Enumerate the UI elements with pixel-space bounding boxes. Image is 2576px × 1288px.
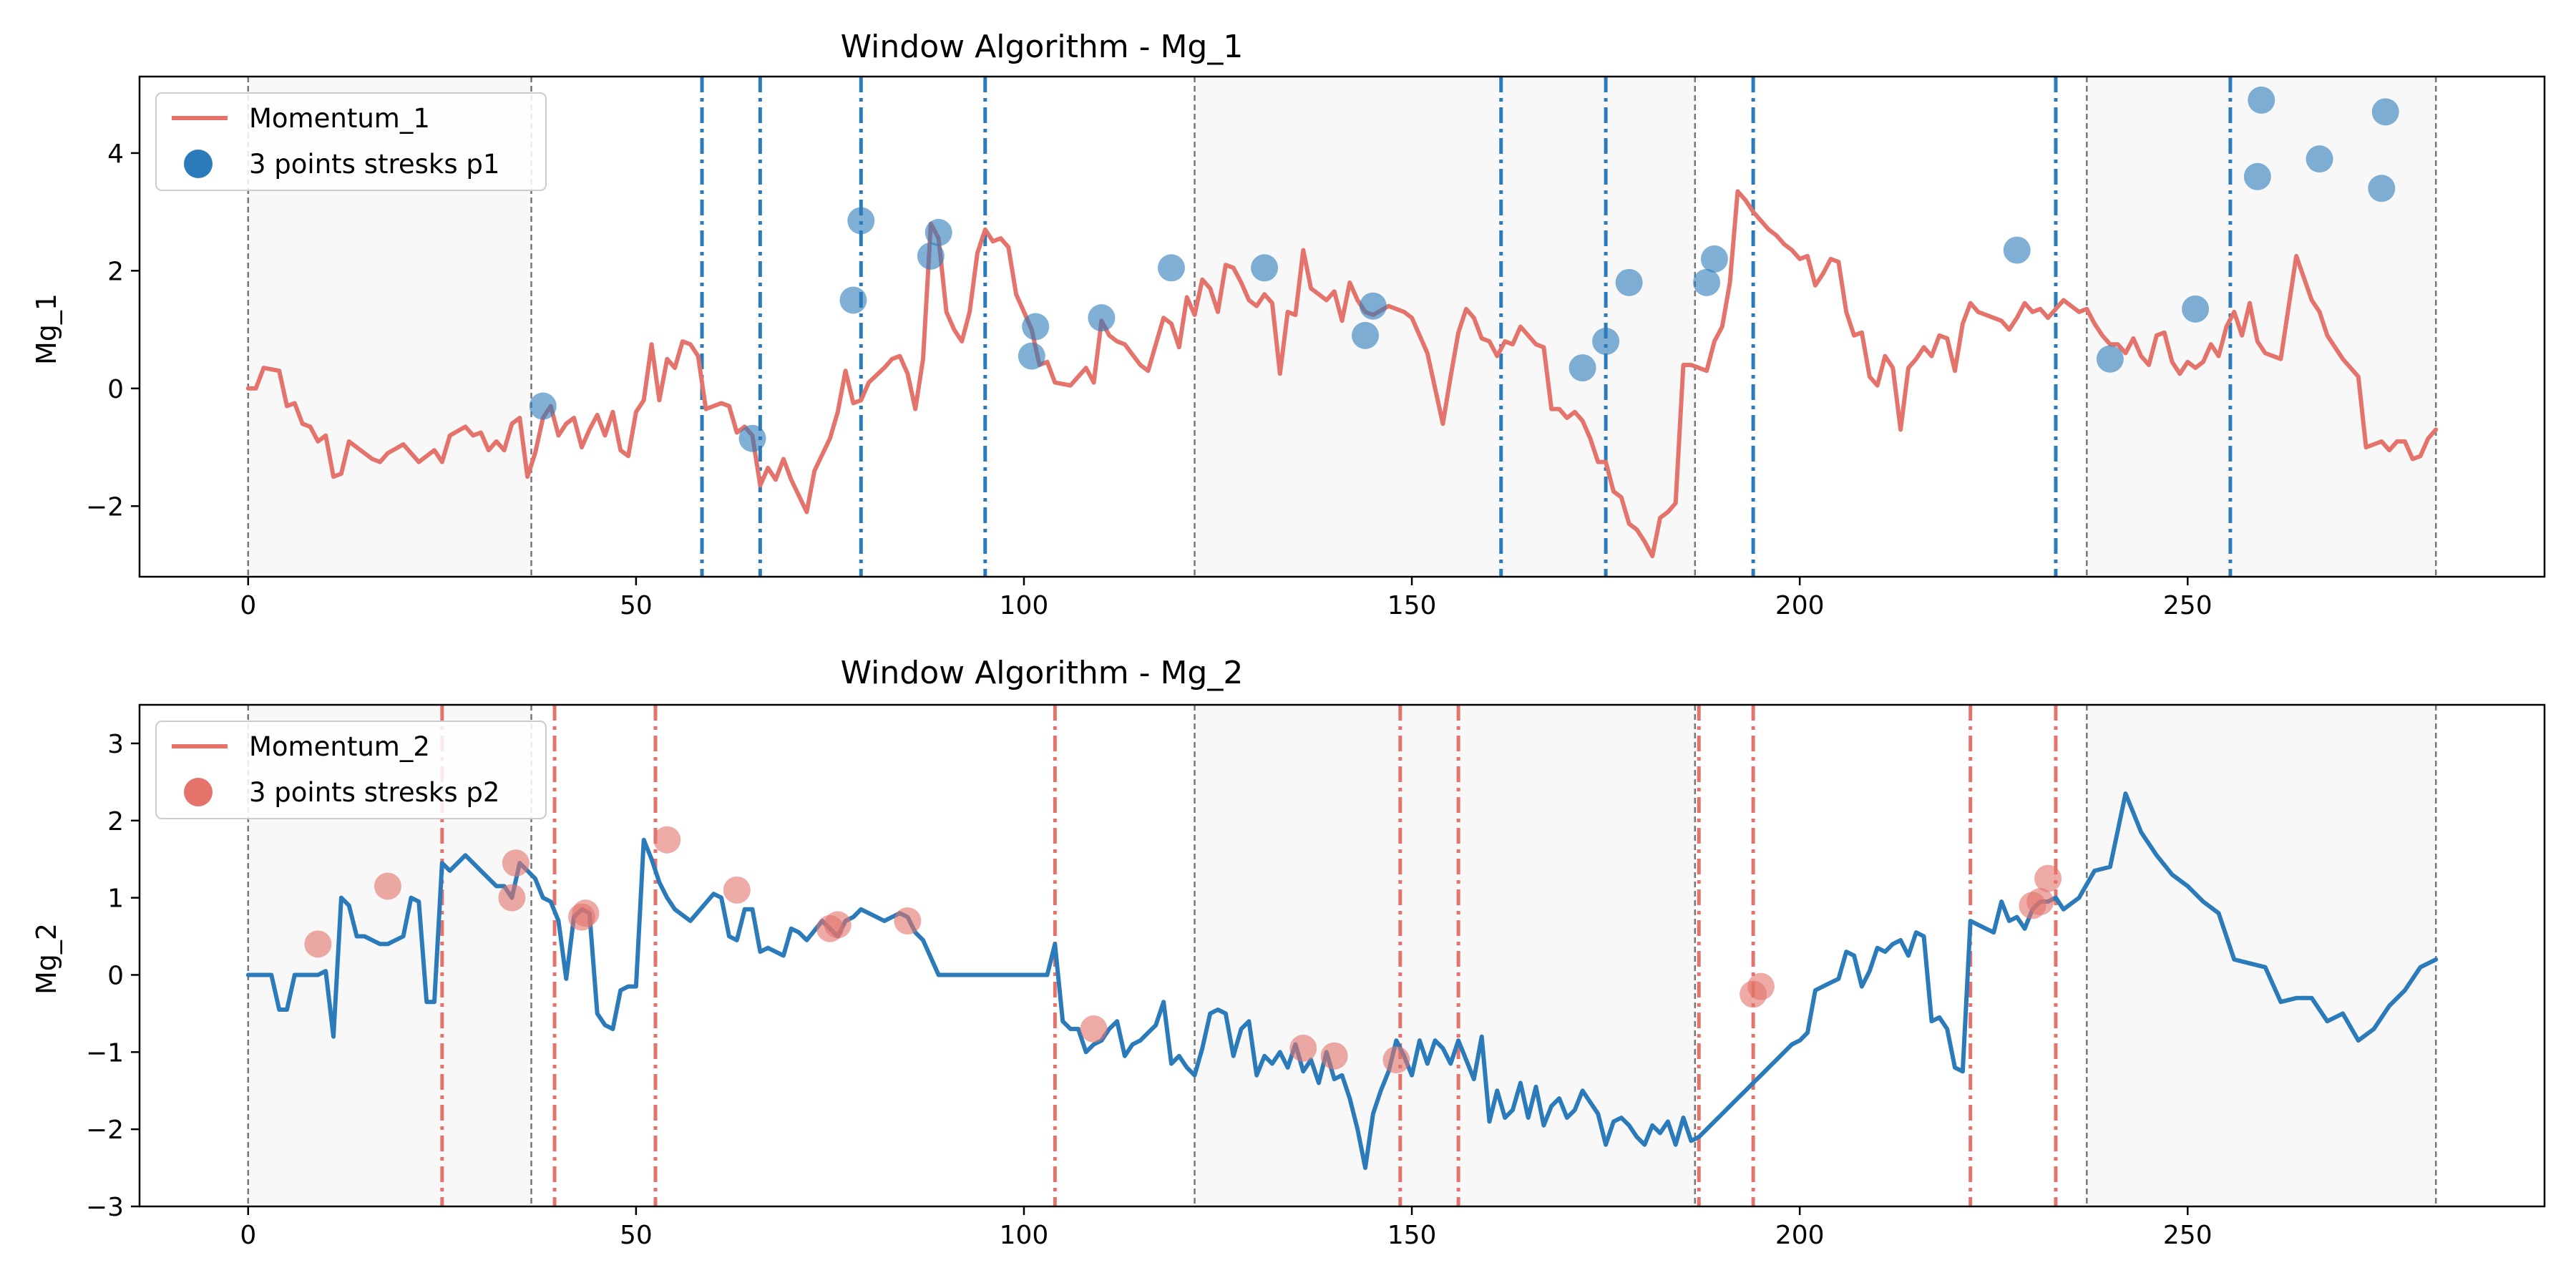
x-tick-label: 50	[620, 591, 653, 620]
shaded-window	[2087, 705, 2436, 1206]
x-tick-label: 250	[2163, 1221, 2212, 1250]
y-tick-label: 2	[107, 807, 124, 836]
stress-point	[2182, 295, 2210, 323]
legend-label-momentum: Momentum_1	[249, 103, 430, 134]
stress-point	[847, 207, 875, 235]
x-tick-label: 200	[1775, 591, 1825, 620]
y-tick-label: −2	[86, 492, 124, 522]
stress-point	[924, 218, 952, 246]
y-tick-label: 0	[107, 961, 124, 990]
stress-point	[1320, 1042, 1348, 1070]
x-tick-label: 100	[1000, 1221, 1049, 1250]
x-tick-label: 150	[1387, 1221, 1437, 1250]
chart-title: Window Algorithm - Mg_2	[841, 655, 1244, 691]
stress-point	[1088, 304, 1116, 332]
y-axis-label: Mg_1	[31, 293, 62, 365]
chart-title: Window Algorithm - Mg_1	[841, 29, 1244, 65]
stress-point	[2371, 98, 2399, 126]
stress-point	[1568, 354, 1596, 382]
stress-point	[1157, 254, 1185, 282]
legend-label-points: 3 points stresks p1	[249, 149, 499, 180]
stress-point	[1022, 313, 1050, 341]
stress-point	[2306, 145, 2333, 173]
legend-label-momentum: Momentum_2	[249, 731, 430, 762]
stress-point	[894, 907, 922, 935]
shaded-window	[2087, 77, 2436, 577]
legend: Momentum_1 3 points stresks p1	[155, 92, 547, 191]
stress-point	[1592, 328, 1620, 356]
stress-point	[304, 930, 332, 958]
stress-point	[2026, 888, 2054, 916]
stress-point	[1382, 1046, 1410, 1074]
stress-point	[917, 242, 945, 270]
stress-point	[1080, 1015, 1108, 1043]
stress-point	[723, 876, 751, 904]
y-tick-label: −3	[86, 1193, 124, 1222]
stress-point	[1700, 245, 1728, 273]
stress-point	[1251, 254, 1279, 282]
x-tick-label: 50	[620, 1221, 653, 1250]
stress-point	[2368, 175, 2396, 203]
stress-point	[1747, 972, 1775, 1000]
stress-point	[738, 424, 766, 452]
shaded-window	[1194, 705, 1695, 1206]
x-tick-label: 0	[240, 1221, 256, 1250]
y-tick-label: 2	[107, 257, 124, 286]
stress-point	[1693, 268, 1721, 296]
stress-point	[498, 884, 526, 912]
x-tick-label: 0	[240, 591, 256, 620]
y-tick-label: 1	[107, 884, 124, 914]
x-tick-label: 250	[2163, 591, 2212, 620]
stress-point	[1352, 321, 1380, 349]
stress-point	[2243, 162, 2271, 190]
x-tick-label: 100	[1000, 591, 1049, 620]
stress-point	[824, 911, 852, 939]
series-line	[245, 189, 2439, 559]
x-tick-label: 200	[1775, 1221, 1825, 1250]
y-axis-label: Mg_2	[31, 923, 62, 995]
stress-point	[1289, 1034, 1317, 1062]
stress-point	[2003, 236, 2031, 264]
stress-point	[502, 849, 530, 877]
x-tick-label: 150	[1387, 591, 1437, 620]
panel-mg2: Window Algorithm - Mg_2 Mg_2 0 50 100 150 20…	[31, 655, 2546, 1250]
stress-point	[1615, 268, 1643, 296]
stress-point	[572, 899, 600, 927]
series-line	[245, 791, 2439, 1171]
stress-point	[2096, 345, 2124, 373]
stress-point	[374, 872, 401, 900]
stress-point	[653, 826, 681, 854]
y-tick-label: 0	[107, 375, 124, 404]
stress-point	[1359, 292, 1387, 320]
legend-label-points: 3 points stresks p2	[249, 777, 499, 808]
y-tick-label: 3	[107, 730, 124, 759]
stress-point	[2248, 86, 2275, 114]
stress-point	[1018, 342, 1045, 370]
panel-mg1: Window Algorithm - Mg_1 Mg_1 0 50 100 150 20…	[31, 29, 2546, 620]
legend: Momentum_2 3 points stresks p2	[155, 721, 547, 819]
y-tick-label: −2	[86, 1116, 124, 1145]
stress-point	[839, 286, 867, 314]
y-tick-label: −1	[86, 1038, 124, 1068]
y-tick-label: 4	[107, 140, 124, 169]
stress-point	[529, 392, 557, 420]
shaded-window	[1194, 77, 1695, 577]
stress-point	[2034, 864, 2062, 892]
